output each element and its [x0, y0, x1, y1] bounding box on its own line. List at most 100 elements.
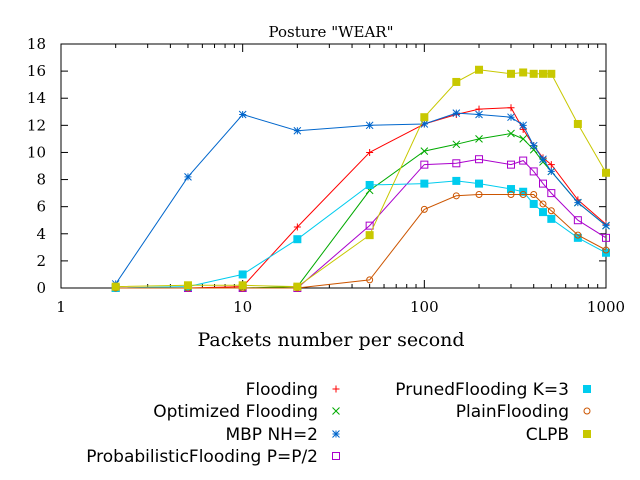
legend-label: PlainFlooding — [456, 402, 569, 422]
legend-label: Optimized Flooding — [153, 402, 318, 422]
legend-label: PrunedFlooding K=3 — [395, 380, 569, 400]
data-point — [293, 223, 301, 231]
data-point — [238, 110, 247, 119]
data-point — [547, 214, 556, 223]
data-point — [507, 129, 515, 138]
data-point — [602, 221, 610, 230]
data-point — [539, 69, 548, 78]
legend-entry-7: CLPB — [526, 425, 591, 445]
series-3 — [111, 109, 610, 288]
data-point — [519, 135, 528, 143]
data-point — [602, 246, 610, 254]
data-point — [183, 281, 192, 290]
plot-frame — [60, 43, 607, 289]
legend-entry-1: Flooding — [246, 380, 340, 400]
data-point — [365, 221, 374, 230]
data-point — [475, 179, 484, 188]
legend-entry-2: Optimized Flooding — [153, 402, 340, 422]
data-point — [452, 176, 461, 185]
y-tick-label: 10 — [27, 143, 46, 161]
data-point — [519, 121, 528, 130]
data-point — [547, 69, 556, 78]
data-point — [238, 270, 247, 279]
legend-label: CLPB — [526, 425, 569, 445]
data-point — [420, 113, 429, 122]
legend-label: MBP NH=2 — [225, 425, 318, 445]
data-point — [452, 140, 461, 149]
data-point — [602, 168, 610, 177]
data-point — [452, 77, 461, 86]
data-point — [539, 155, 547, 164]
data-point — [366, 148, 374, 156]
data-point — [452, 109, 461, 117]
data-point — [507, 190, 515, 198]
data-point — [452, 159, 461, 168]
data-point — [475, 65, 484, 74]
data-point — [420, 205, 428, 213]
data-point — [529, 167, 538, 176]
data-point — [507, 104, 515, 112]
legend-marker — [583, 385, 591, 393]
data-point — [238, 281, 247, 290]
data-point — [420, 179, 429, 188]
legend-entry-6: PlainFlooding — [456, 402, 591, 422]
data-point — [539, 208, 548, 217]
data-point — [420, 160, 429, 169]
legend-marker — [332, 452, 340, 460]
data-point — [475, 135, 483, 143]
axes: 0 2 4 6 8 10 12 14 16 18 1 10 100 1000 — [27, 35, 625, 316]
y-tick-label: 6 — [36, 198, 46, 216]
series-7 — [111, 65, 610, 291]
legend-entry-5: PrunedFlooding K=3 — [395, 380, 591, 400]
data-point — [507, 160, 516, 169]
plot-area — [111, 65, 610, 292]
data-point — [529, 141, 538, 150]
x-tick-label: 1000 — [587, 298, 625, 316]
data-point — [574, 231, 582, 239]
data-point — [475, 190, 483, 198]
data-point — [293, 235, 302, 244]
x-axis-label: Packets number per second — [197, 329, 464, 351]
legend-marker — [583, 407, 591, 415]
data-point — [184, 172, 192, 181]
data-point — [574, 198, 582, 207]
legend-marker — [332, 430, 340, 438]
data-point — [507, 113, 515, 122]
y-tick-label: 18 — [27, 35, 46, 53]
data-point — [475, 155, 484, 164]
y-tick-label: 0 — [36, 279, 46, 297]
data-point — [547, 189, 556, 198]
legend-marker — [332, 407, 340, 415]
data-point — [420, 147, 429, 155]
data-point — [519, 156, 528, 165]
legend-label: ProbabilisticFlooding P=P/2 — [86, 447, 318, 467]
data-point — [573, 216, 582, 225]
data-point — [529, 69, 538, 78]
data-point — [366, 276, 374, 284]
x-tick-label: 100 — [410, 298, 439, 316]
data-point — [547, 161, 555, 169]
series-line — [115, 194, 607, 289]
legend-marker — [583, 430, 591, 438]
legend-entry-3: MBP NH=2 — [225, 425, 340, 445]
legend-marker — [332, 385, 340, 393]
y-tick-label: 16 — [27, 62, 46, 80]
data-point — [111, 282, 120, 291]
y-tick-label: 2 — [36, 252, 46, 270]
data-point — [539, 179, 548, 188]
data-point — [530, 190, 538, 198]
data-point — [420, 120, 429, 128]
y-tick-label: 8 — [36, 171, 46, 189]
y-tick-label: 12 — [27, 116, 46, 134]
data-point — [365, 231, 374, 240]
data-point — [293, 126, 302, 135]
data-point — [529, 199, 538, 208]
data-point — [365, 180, 374, 189]
data-point — [547, 167, 556, 176]
legend-entry-4: ProbabilisticFlooding P=P/2 — [86, 447, 340, 467]
data-point — [519, 190, 527, 198]
data-point — [293, 282, 302, 291]
